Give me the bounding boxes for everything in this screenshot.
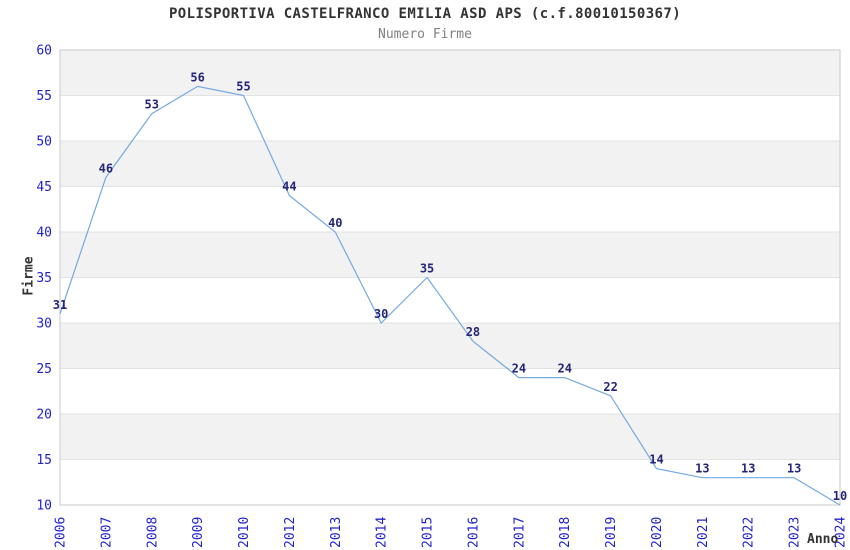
x-tick-label: 2016: [466, 517, 481, 548]
y-tick-label: 55: [36, 89, 52, 104]
data-point-label: 55: [236, 80, 250, 94]
y-tick-label: 10: [36, 499, 52, 514]
data-point-label: 31: [53, 298, 67, 312]
chart-title: POLISPORTIVA CASTELFRANCO EMILIA ASD APS…: [168, 6, 682, 22]
data-point-label: 10: [833, 489, 847, 503]
x-tick-label: 2007: [99, 517, 114, 548]
data-point-label: 24: [557, 362, 571, 376]
y-tick-label: 40: [36, 226, 52, 241]
plot-band: [60, 414, 840, 460]
data-point-label: 53: [145, 98, 159, 112]
x-tick-label: 2022: [742, 517, 757, 548]
y-axis-label: Firme: [21, 256, 37, 296]
y-tick-label: 45: [36, 180, 52, 195]
x-tick-label: 2012: [283, 517, 298, 548]
plot-band: [60, 50, 840, 96]
y-tick-label: 30: [36, 317, 52, 332]
data-point-label: 14: [649, 453, 663, 467]
x-tick-label: 2006: [54, 517, 69, 548]
data-point-label: 13: [695, 462, 709, 476]
data-point-label: 13: [741, 462, 755, 476]
data-point-label: 22: [603, 380, 617, 394]
data-point-label: 56: [190, 70, 204, 84]
plot-band: [60, 141, 840, 187]
data-line: [59, 85, 841, 506]
data-point-label: 40: [328, 216, 342, 230]
y-tick-label: 50: [36, 135, 52, 150]
y-tick-label: 25: [36, 362, 52, 377]
plot-band: [60, 459, 840, 505]
plot-band: [60, 186, 840, 232]
x-tick-label: 2021: [696, 517, 711, 548]
data-point-label: 24: [512, 362, 526, 376]
x-tick-label: 2014: [375, 517, 390, 548]
x-tick-label: 2023: [788, 517, 803, 548]
plot-band: [60, 323, 840, 369]
data-point-label: 44: [282, 180, 296, 194]
x-tick-label: 2018: [558, 517, 573, 548]
data-point-label: 28: [466, 325, 480, 339]
x-tick-label: 2008: [145, 517, 160, 548]
plot-band: [60, 277, 840, 323]
x-tick-label: 2019: [604, 517, 619, 548]
data-point-label: 46: [99, 161, 113, 175]
x-tick-label: 2020: [650, 517, 665, 548]
plot-band: [60, 368, 840, 414]
y-tick-label: 35: [36, 271, 52, 286]
x-tick-label: 2017: [512, 517, 527, 548]
x-tick-label: 2010: [237, 517, 252, 548]
chart-subtitle: Numero Firme: [378, 27, 472, 42]
x-tick-label: 2013: [329, 517, 344, 548]
x-tick-label: 2024: [834, 517, 849, 548]
x-axis-label: Anno: [807, 532, 839, 547]
y-tick-label: 20: [36, 408, 52, 423]
y-tick-label: 15: [36, 453, 52, 468]
plot-band: [60, 232, 840, 278]
x-tick-label: 2015: [421, 517, 436, 548]
data-point-label: 35: [420, 262, 434, 276]
plot-border: [59, 49, 841, 506]
data-point-label: 30: [374, 307, 388, 321]
data-point-label: 13: [787, 462, 801, 476]
y-tick-label: 60: [36, 44, 52, 59]
x-tick-label: 2009: [191, 517, 206, 548]
plot-band: [60, 95, 840, 141]
